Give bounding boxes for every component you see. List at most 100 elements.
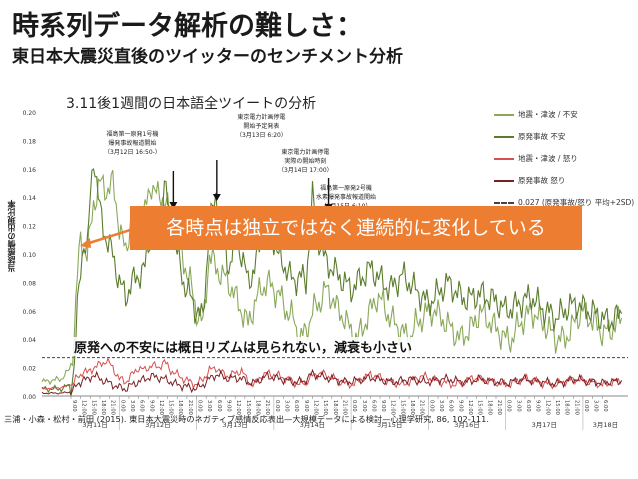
x-tick-label: 9:00 xyxy=(380,400,386,412)
legend-item-quake-anxiety: 地震・津波 / 不安 xyxy=(494,108,634,130)
y-tick-label: 0.12 xyxy=(23,224,37,231)
legend-label: 地震・津波 / 不安 xyxy=(518,110,578,119)
slide-subtitle: 東日本大震災直後のツイッターのセンチメント分析 xyxy=(12,47,403,67)
event-arrowhead-2 xyxy=(212,194,221,201)
x-tick-label: 12:00 xyxy=(467,400,473,415)
y-tick-label: 0.18 xyxy=(23,138,37,145)
x-tick-label: 6:00 xyxy=(293,400,299,412)
x-tick-label: 15:00 xyxy=(90,400,96,415)
callout-box: 各時点は独立ではなく連続的に変化している xyxy=(130,206,582,250)
x-tick-label: 3:00 xyxy=(283,400,289,412)
event-annotation-2: 東京電力計画停電 開始予定発表 （3月13日 6:20） xyxy=(236,114,287,139)
x-tick-label: 21:00 xyxy=(496,400,502,415)
x-tick-label: 15:00 xyxy=(399,400,405,415)
x-tick-label: 18:00 xyxy=(332,400,338,415)
day-label: 3月15日 xyxy=(377,421,402,429)
day-label: 3月18日 xyxy=(593,421,618,429)
legend-label: 地震・津波 / 怒り xyxy=(518,154,578,163)
x-tick-label: 3:00 xyxy=(593,400,599,412)
x-tick-label: 15:00 xyxy=(322,400,328,415)
x-tick-label: 6:00 xyxy=(139,400,145,412)
y-tick-label: 0.10 xyxy=(23,252,37,259)
day-label: 3月16日 xyxy=(454,421,479,429)
chart-legend: 地震・津波 / 不安 原発事故 不安 地震・津波 / 怒り 原発事故 怒り 0.… xyxy=(494,108,634,218)
x-tick-label: 6:00 xyxy=(602,400,608,412)
event-arrowhead-1 xyxy=(169,202,178,209)
y-tick-label: 0.14 xyxy=(23,195,37,202)
x-tick-label: 15:00 xyxy=(554,400,560,415)
legend-swatch xyxy=(494,114,514,116)
legend-swatch xyxy=(494,158,514,160)
x-tick-label: 18:00 xyxy=(409,400,415,415)
x-tick-label: 21:00 xyxy=(419,400,425,415)
y-tick-label: 0.08 xyxy=(23,280,37,287)
x-tick-label: 0:00 xyxy=(274,400,280,412)
x-tick-label: 0:00 xyxy=(197,400,203,412)
x-tick-label: 6:00 xyxy=(370,400,376,412)
legend-swatch xyxy=(494,136,514,138)
day-label: 3月17日 xyxy=(532,421,557,429)
x-tick-label: 0:00 xyxy=(351,400,357,412)
series-line-3 xyxy=(41,356,623,390)
x-tick-label: 21:00 xyxy=(341,400,347,415)
x-tick-label: 12:00 xyxy=(312,400,318,415)
event-annotation-3: 東京電力計画停電 実際の開始時刻 （3月14日 17:00） xyxy=(278,149,333,174)
x-tick-label: 9:00 xyxy=(535,400,541,412)
callout-pointer-head xyxy=(80,238,91,248)
x-tick-label: 18:00 xyxy=(100,400,106,415)
note-text: 原発への不安には概日リズムは見られない，減衰も小さい xyxy=(72,337,415,356)
y-tick-label: 0.02 xyxy=(23,366,37,373)
day-label: 3月12日 xyxy=(145,421,170,429)
x-tick-label: 18:00 xyxy=(177,400,183,415)
legend-item-threshold: 0.027 (原発事故/怒り 平均+2SD) xyxy=(494,196,634,218)
x-tick-label: 9:00 xyxy=(226,400,232,412)
x-tick-label: 6:00 xyxy=(448,400,454,412)
x-tick-label: 9:00 xyxy=(457,400,463,412)
legend-item-nuclear-anger: 原発事故 怒り xyxy=(494,174,634,196)
x-tick-label: 9:00 xyxy=(148,400,154,412)
x-tick-label: 21:00 xyxy=(187,400,193,415)
day-label: 3月13日 xyxy=(222,421,247,429)
y-tick-label: 0.20 xyxy=(23,110,37,117)
x-tick-label: 21:00 xyxy=(264,400,270,415)
day-label: 3月11日 xyxy=(82,421,107,429)
y-tick-label: 0.00 xyxy=(23,394,37,401)
x-tick-label: 0:00 xyxy=(119,400,125,412)
x-tick-label: 18:00 xyxy=(486,400,492,415)
citation: 三浦・小森・松村・前田 (2015). 東日本大震災時のネガティブ感情反応表出—… xyxy=(4,414,489,424)
x-tick-label: 15:00 xyxy=(168,400,174,415)
series-line-2 xyxy=(41,167,623,397)
x-tick-label: 15:00 xyxy=(477,400,483,415)
x-tick-label: 3:00 xyxy=(515,400,521,412)
x-tick-label: 15:00 xyxy=(245,400,251,415)
legend-item-quake-anger: 地震・津波 / 怒り xyxy=(494,152,634,174)
legend-swatch xyxy=(494,202,514,204)
x-tick-label: 6:00 xyxy=(525,400,531,412)
x-tick-label: 12:00 xyxy=(158,400,164,415)
legend-item-nuclear-anxiety: 原発事故 不安 xyxy=(494,130,634,152)
legend-label: 原発事故 怒り xyxy=(518,176,566,185)
x-tick-label: 12:00 xyxy=(235,400,241,415)
x-tick-label: 0:00 xyxy=(583,400,589,412)
x-tick-label: 3:00 xyxy=(438,400,444,412)
x-tick-label: 18:00 xyxy=(255,400,261,415)
callout-pointer xyxy=(85,228,131,246)
series-line-4 xyxy=(41,368,623,396)
x-tick-label: 21:00 xyxy=(110,400,116,415)
legend-label: 原発事故 不安 xyxy=(518,132,566,141)
chart-title: 3.11後1週間の日本語全ツイートの分析 xyxy=(66,96,317,112)
x-tick-label: 12:00 xyxy=(390,400,396,415)
x-tick-label: 3:00 xyxy=(361,400,367,412)
y-tick-label: 0.16 xyxy=(23,167,37,174)
x-tick-label: 0:00 xyxy=(506,400,512,412)
day-label: 3月14日 xyxy=(300,421,325,429)
x-tick-label: 6:00 xyxy=(216,400,222,412)
x-tick-label: 18:00 xyxy=(564,400,570,415)
slide-title: 時系列データ解析の難しさ： xyxy=(12,11,363,42)
x-tick-label: 12:00 xyxy=(81,400,87,415)
x-tick-label: 9:00 xyxy=(71,400,77,412)
event-annotation-1: 福島第一原発1号機 爆発事故報道開始 （3月12日 16:50-） xyxy=(104,131,161,156)
y-tick-label: 0.06 xyxy=(23,309,37,316)
x-tick-label: 3:00 xyxy=(206,400,212,412)
